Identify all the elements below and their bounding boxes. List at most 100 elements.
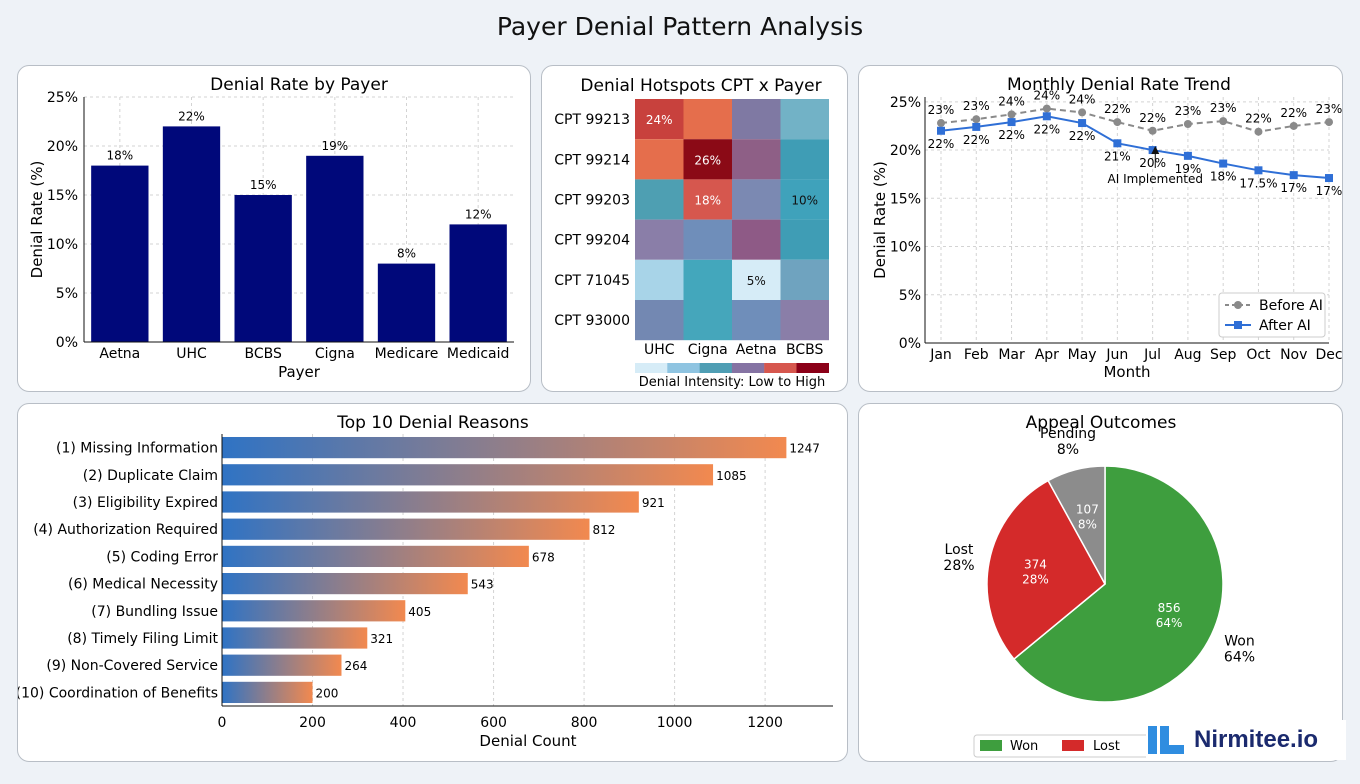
colorbar-segment	[764, 363, 797, 373]
x-tick-label: Dec	[1315, 347, 1342, 363]
data-label: 23%	[963, 99, 990, 113]
data-point	[1325, 174, 1333, 183]
data-label: 22%	[998, 128, 1025, 142]
data-label: 22%	[1033, 122, 1060, 136]
bar-aetna	[91, 165, 149, 342]
y-tick-label: 5%	[899, 288, 921, 304]
bar-value-label: 22%	[178, 109, 205, 123]
y-tick-label: 25%	[890, 95, 921, 111]
x-tick-label: Sep	[1210, 347, 1237, 363]
data-point	[1148, 146, 1157, 155]
row-label: CPT 93000	[554, 313, 630, 329]
heat-cell	[683, 99, 732, 140]
trend-chart: Monthly Denial Rate Trend 0% 5% 10% 15% 20% 25…	[871, 75, 1343, 381]
heat-cell	[635, 219, 684, 260]
heat-cell	[732, 259, 781, 300]
heat-cell	[732, 139, 781, 180]
cell-value-label: 5%	[747, 274, 766, 288]
x-tick-label: May	[1068, 347, 1097, 363]
col-label: BCBS	[786, 342, 823, 358]
data-label: 17%	[1316, 184, 1343, 198]
y-tick-label: (7) Bundling Issue	[91, 604, 218, 620]
y-tick-label: (6) Medical Necessity	[68, 577, 218, 593]
heat-cell	[635, 139, 684, 180]
data-label: 24%	[1069, 92, 1096, 106]
bar-value-label: 921	[642, 496, 665, 510]
data-point	[1325, 118, 1333, 127]
legend-label: Before AI	[1259, 298, 1323, 314]
bar-value-label: 1247	[789, 442, 820, 456]
bar-value-label: 321	[370, 632, 393, 646]
data-point	[1078, 108, 1087, 117]
colorbar-segment	[731, 363, 765, 373]
data-label: 21%	[1104, 149, 1131, 163]
reason-bar	[222, 627, 368, 649]
series-line-before-ai	[940, 107, 1330, 133]
heat-cell	[780, 179, 829, 220]
denial-rate-panel: Denial Rate by Payer 0% 5% 10% 15% 20% 25% 18% A…	[17, 65, 531, 392]
y-tick-label: 20%	[47, 139, 78, 155]
data-point	[1183, 120, 1192, 129]
y-tick-label: 5%	[56, 286, 78, 302]
chart-title: Appeal Outcomes	[1026, 413, 1177, 433]
data-label: 22%	[963, 133, 990, 147]
chart-title: Top 10 Denial Reasons	[336, 413, 529, 433]
bar-cigna	[306, 155, 364, 342]
bar-value-label: 812	[593, 523, 616, 537]
data-point	[1183, 151, 1192, 160]
colorbar-segment	[699, 363, 733, 373]
data-point	[1219, 117, 1228, 126]
x-tick-label: 400	[390, 715, 417, 731]
pie-slice-pending	[1047, 465, 1106, 585]
data-label: 22%	[1069, 129, 1096, 143]
row-label: CPT 99203	[554, 193, 630, 209]
data-label: 17%	[1280, 181, 1307, 195]
slice-outer-pct: 8%	[1057, 442, 1079, 458]
y-axis-label: Denial Rate (%)	[28, 161, 46, 279]
data-point	[1007, 110, 1016, 119]
data-point	[1042, 104, 1051, 113]
data-label: 23%	[928, 103, 955, 117]
reason-bar	[222, 600, 406, 622]
bar-value-label: 678	[532, 550, 555, 564]
data-label: 22%	[1245, 112, 1272, 126]
data-label: 18%	[1210, 170, 1237, 184]
legend-label: Lost	[1093, 739, 1120, 754]
bar-bcbs	[234, 195, 292, 342]
slice-outer-label: Pending	[1040, 426, 1096, 442]
heat-cell	[780, 99, 829, 140]
data-label: 22%	[1280, 106, 1307, 120]
cell-value-label: 10%	[791, 194, 818, 208]
x-tick-label: Feb	[964, 347, 989, 363]
data-point	[1289, 121, 1298, 130]
y-tick-label: 10%	[47, 237, 78, 253]
y-tick-label: (4) Authorization Required	[33, 522, 218, 538]
y-axis-label: Denial Rate (%)	[871, 161, 889, 279]
hotspots-panel: Denial Hotspots CPT x Payer CPT 99213 24% C…	[541, 65, 848, 392]
bar-medicaid	[449, 224, 507, 342]
chart-title: Denial Hotspots CPT x Payer	[580, 76, 821, 96]
bar-value-label: 264	[344, 659, 367, 673]
cell-value-label: 24%	[646, 113, 673, 127]
x-tick-label: BCBS	[244, 346, 281, 362]
bar-value-label: 200	[316, 686, 339, 700]
reason-bar	[222, 681, 313, 704]
data-point	[937, 126, 945, 135]
x-tick-label: 1000	[657, 715, 693, 731]
heat-cell	[683, 139, 732, 180]
x-axis-label: Denial Count	[479, 732, 576, 750]
row-label: CPT 99204	[554, 233, 630, 249]
x-tick-label: Cigna	[315, 346, 355, 362]
y-tick-label: 15%	[47, 188, 78, 204]
data-label: 23%	[1210, 101, 1237, 115]
x-tick-label: Aug	[1174, 347, 1201, 363]
slice-pct-label: 64%	[1156, 616, 1183, 630]
x-tick-label: Mar	[998, 347, 1025, 363]
bar-value-label: 543	[471, 578, 494, 592]
bar-value-label: 18%	[106, 149, 133, 163]
y-tick-label: 25%	[47, 90, 78, 106]
y-tick-label: (1) Missing Information	[56, 441, 218, 457]
y-tick-label: 15%	[890, 191, 921, 207]
pie-slice-lost	[986, 479, 1106, 661]
x-tick-label: UHC	[176, 346, 207, 362]
